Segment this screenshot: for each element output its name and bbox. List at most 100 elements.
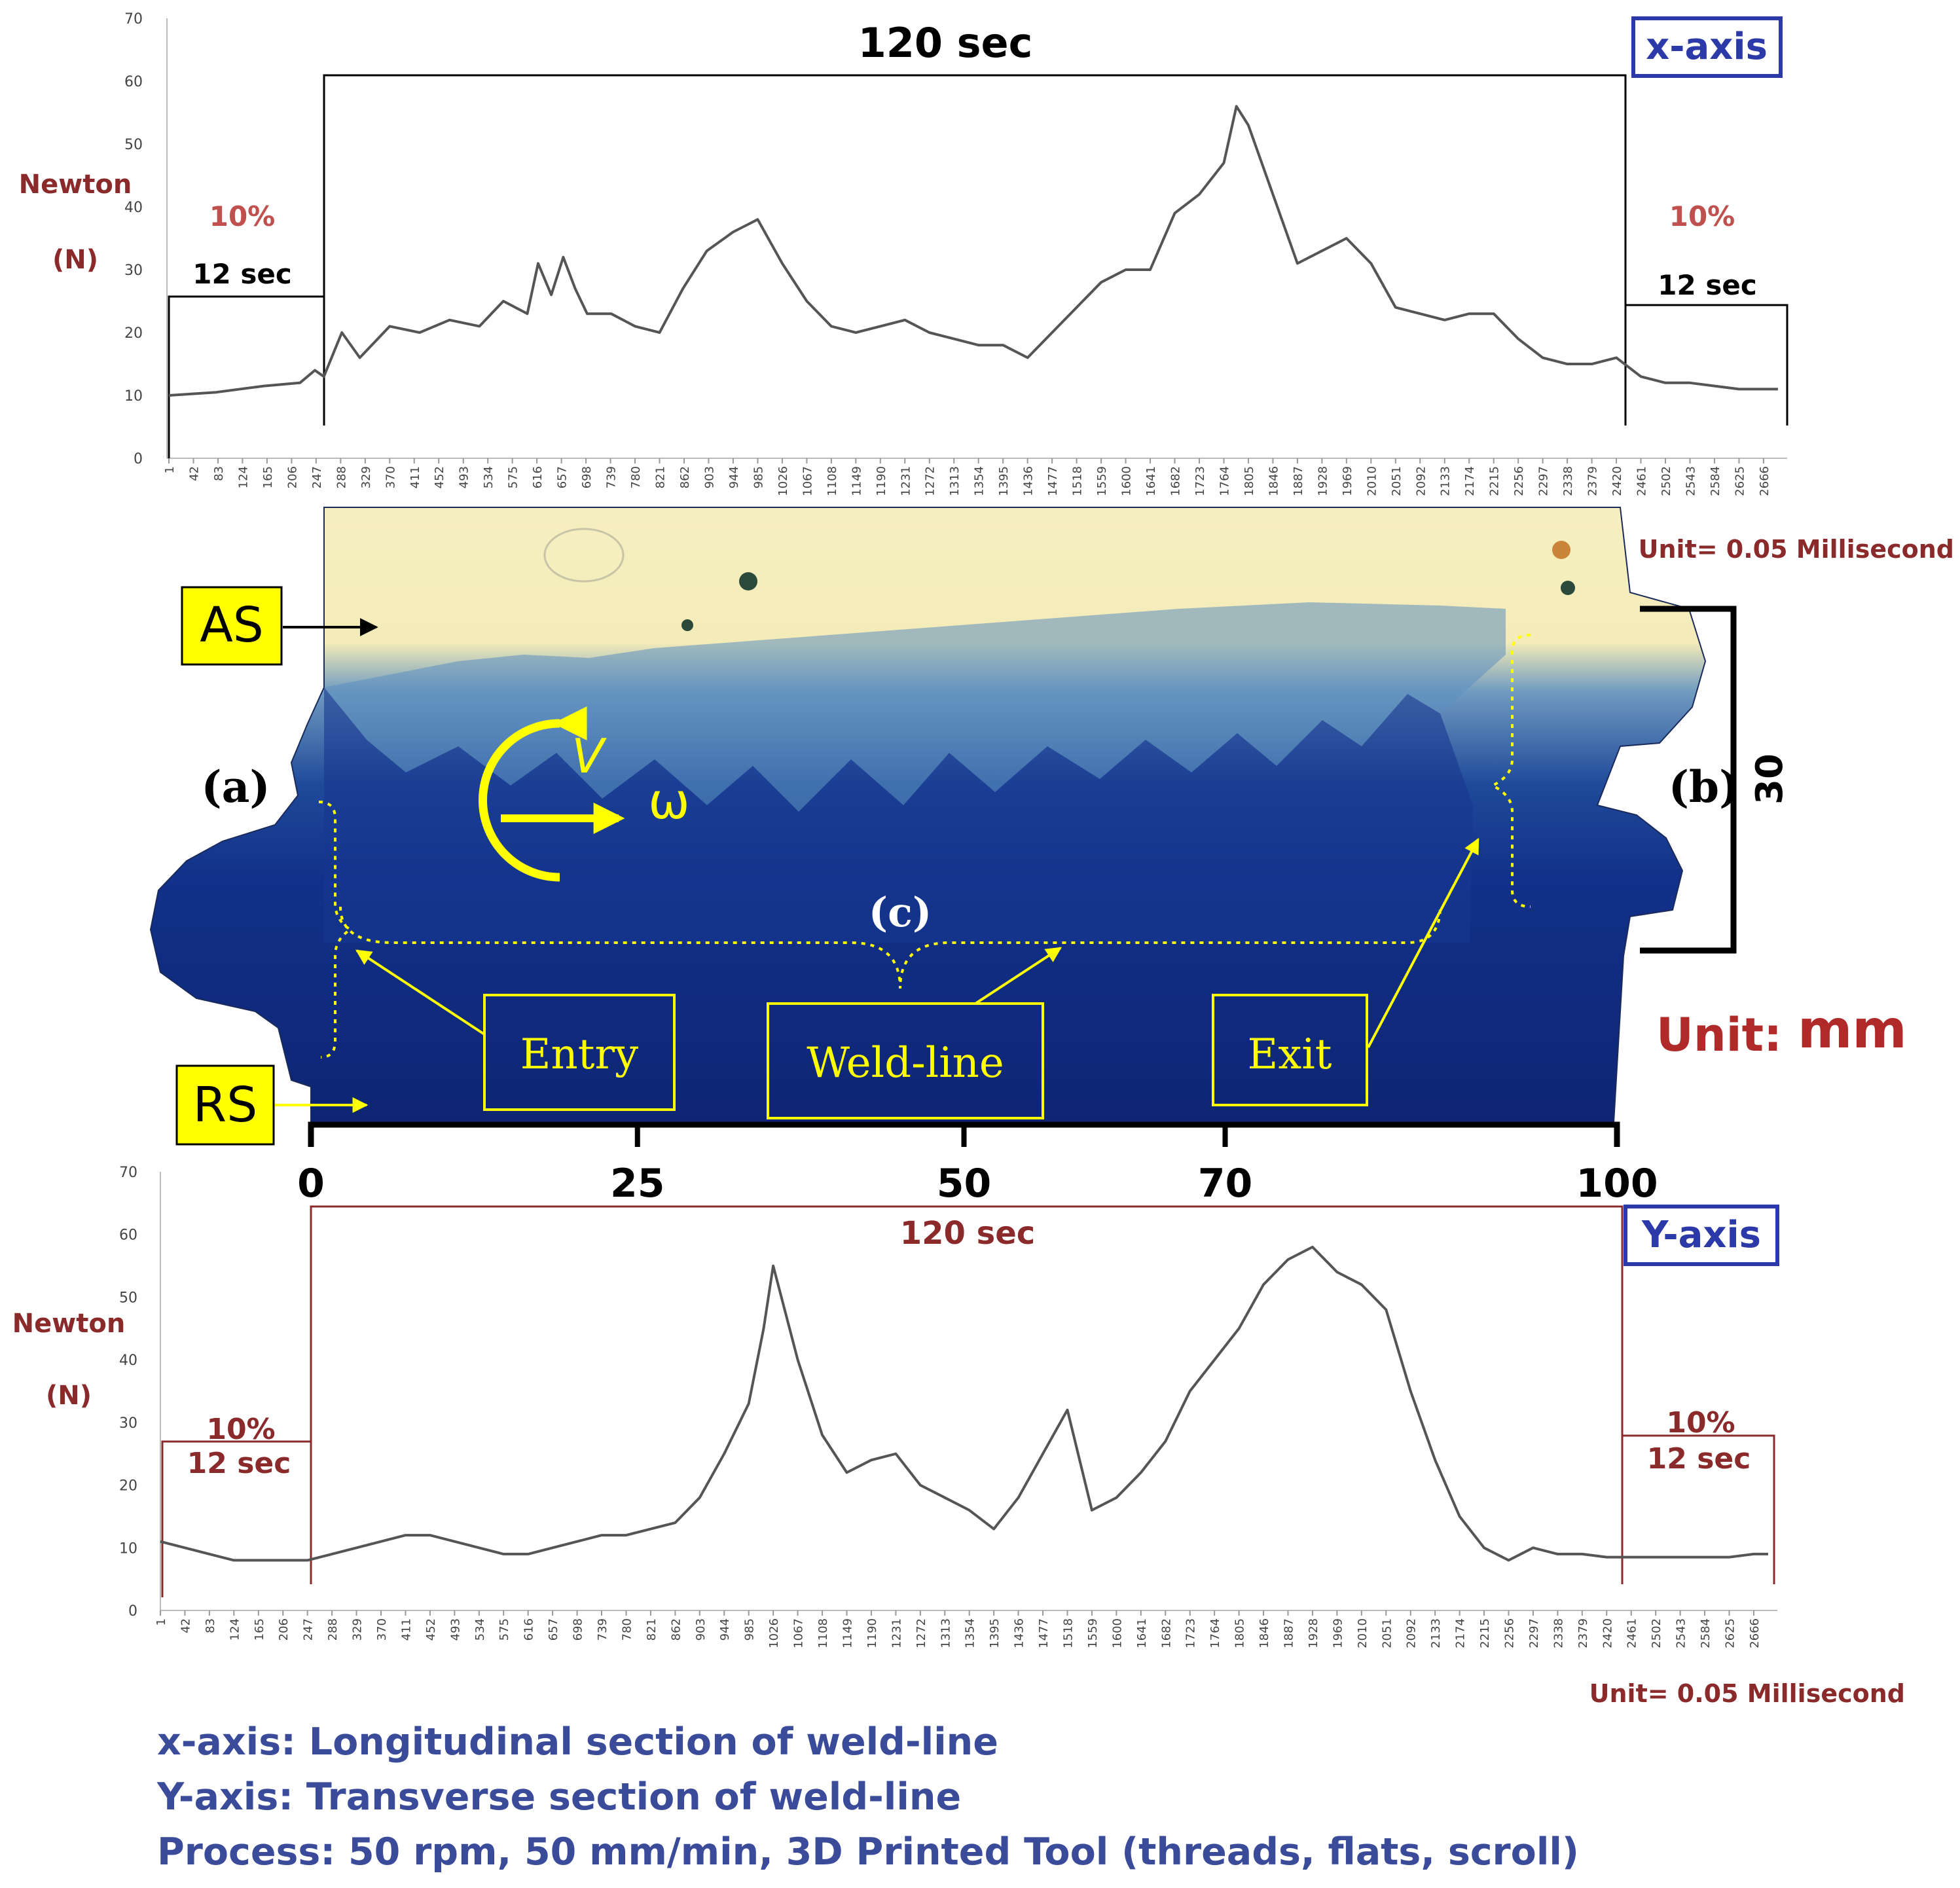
bottom-force-chart: 0 10 20 30 40 50 60 70 1 42 83 124 165 206 247 288 329 3…: [12, 1165, 1905, 1708]
x-tick-label: 1682: [1159, 1618, 1173, 1648]
x-tick-label: 1108: [816, 1618, 830, 1648]
x-tick-label: 2297: [1527, 1618, 1541, 1648]
x-tick-label: 575: [498, 1618, 511, 1641]
unit-word: Unit:: [1656, 1008, 1782, 1062]
top-y-axis-ticks: 0 10 20 30 40 50 60 70: [124, 11, 143, 467]
x-tick-label: 862: [669, 1618, 683, 1641]
label-b: (b): [1669, 761, 1740, 812]
x-tick-label: 1805: [1233, 1618, 1247, 1648]
specimen-mark: [543, 528, 625, 583]
top-ylabel-line2: (N): [52, 245, 98, 275]
x-tick-label: 698: [580, 466, 594, 488]
bottom-ylabel-line2: (N): [46, 1381, 92, 1411]
y-tick-label: 30: [124, 263, 143, 279]
top-left-percent: 10%: [209, 200, 276, 232]
caption-line-3: Process: 50 rpm, 50 mm/min, 3D Printed T…: [157, 1830, 1579, 1874]
x-tick-label: 124: [236, 466, 250, 488]
x-tick-label: 1518: [1061, 1618, 1075, 1648]
x-tick-label: 2133: [1439, 466, 1453, 496]
exit-label: Exit: [1248, 1030, 1332, 1079]
y-tick-label: 40: [124, 200, 143, 216]
weld-line-brace: [339, 906, 1442, 989]
x-tick-label: 2010: [1356, 1618, 1370, 1648]
x-tick-label: 42: [187, 466, 201, 481]
x-tick-label: 2297: [1537, 466, 1551, 496]
x-tick-label: 1723: [1193, 466, 1207, 496]
as-label-box: [181, 586, 283, 666]
x-tick-label: 862: [678, 466, 692, 488]
x-tick-label: 2174: [1454, 1618, 1468, 1648]
bottom-left-time: 12 sec: [187, 1447, 291, 1480]
x-tick-label: 2051: [1390, 466, 1404, 496]
x-tick-label: 1190: [875, 466, 888, 496]
x-tick-label: 821: [654, 466, 668, 488]
x-tick-label: 1313: [948, 466, 962, 496]
x-tick-label: 1764: [1208, 1618, 1222, 1648]
x-tick-label: 411: [408, 466, 422, 488]
x-tick-label: 2051: [1380, 1618, 1394, 1648]
x-tick-label: 657: [556, 466, 570, 488]
x-tick-label: 247: [302, 1618, 316, 1641]
y-tick-label: 70: [119, 1165, 137, 1181]
x-tick-label: 1313: [939, 1618, 953, 1648]
y-tick-label: 0: [128, 1603, 137, 1620]
scale-tick-label: 100: [1576, 1161, 1658, 1207]
unit-value: mm: [1798, 999, 1907, 1060]
x-tick-label: 206: [277, 1618, 291, 1641]
x-tick-label: 452: [433, 466, 446, 488]
top-right-time: 12 sec: [1658, 269, 1756, 301]
bottom-force-trace: [160, 1245, 1768, 1562]
x-tick-label: 1805: [1243, 466, 1256, 496]
x-tick-label: 1969: [1331, 1618, 1345, 1648]
x-tick-label: 1682: [1169, 466, 1183, 496]
y-tick-label: 10: [124, 388, 143, 405]
rotation-arrow: [479, 706, 587, 882]
x-tick-label: 1272: [915, 1618, 928, 1648]
x-tick-label: 1149: [850, 466, 863, 496]
length-scale-ticks: 0 25 50 70 100: [297, 1125, 1658, 1207]
x-tick-label: 2092: [1405, 1618, 1419, 1648]
x-tick-label: 1354: [964, 1618, 977, 1648]
x-tick-label: 247: [310, 466, 324, 488]
x-tick-label: 1641: [1135, 1618, 1149, 1648]
x-tick-label: 575: [507, 466, 520, 488]
x-tick-label: 2174: [1463, 466, 1477, 496]
y-tick-label: 20: [119, 1478, 137, 1495]
rs-label: RS: [193, 1077, 257, 1133]
x-tick-label: 2379: [1586, 466, 1600, 496]
entry-arrow: [355, 949, 486, 1036]
x-tick-label: 1846: [1267, 466, 1280, 496]
x-tick-label: 493: [448, 1618, 462, 1641]
x-tick-label: 944: [718, 1618, 732, 1641]
x-tick-label: 411: [399, 1618, 413, 1641]
x-tick-label: 1149: [841, 1618, 854, 1648]
x-tick-label: 1600: [1110, 1618, 1124, 1648]
x-tick-label: 2133: [1429, 1618, 1443, 1648]
x-tick-label: 1190: [865, 1618, 879, 1648]
y-tick-label: 30: [119, 1415, 137, 1432]
x-tick-label: 124: [228, 1618, 242, 1641]
x-tick-label: 780: [620, 1618, 634, 1641]
height-label: 30: [1749, 753, 1791, 805]
bottom-x-axis-ticks: 1 42 83 124 165 206 247 288 329 370 411 452 493 534 57…: [154, 1610, 1762, 1648]
caption-line-1: x-axis: Longitudinal section of weld-lin…: [157, 1720, 998, 1764]
weld-line-callout-box: [767, 1002, 1044, 1119]
top-unit-note: Unit= 0.05 Millisecond: [1639, 535, 1954, 564]
x-tick-label: 83: [204, 1618, 217, 1633]
x-tick-label: 2420: [1610, 466, 1624, 496]
x-tick-label: 83: [212, 466, 226, 481]
x-tick-label: 2666: [1748, 1618, 1762, 1648]
x-tick-label: 452: [424, 1618, 438, 1641]
x-tick-label: 657: [547, 1618, 560, 1641]
specimen-spot: [1561, 581, 1575, 595]
x-tick-label: 1559: [1086, 1618, 1100, 1648]
x-tick-label: 2461: [1625, 1618, 1639, 1648]
x-tick-label: 2338: [1561, 466, 1575, 496]
x-tick-label: 739: [596, 1618, 609, 1641]
x-tick-label: 821: [645, 1618, 659, 1641]
weld-line-arrow: [974, 947, 1062, 1005]
entry-label: Entry: [520, 1030, 638, 1079]
x-tick-label: 1600: [1120, 466, 1134, 496]
x-tick-label: 1641: [1144, 466, 1158, 496]
y-tick-label: 20: [124, 325, 143, 342]
